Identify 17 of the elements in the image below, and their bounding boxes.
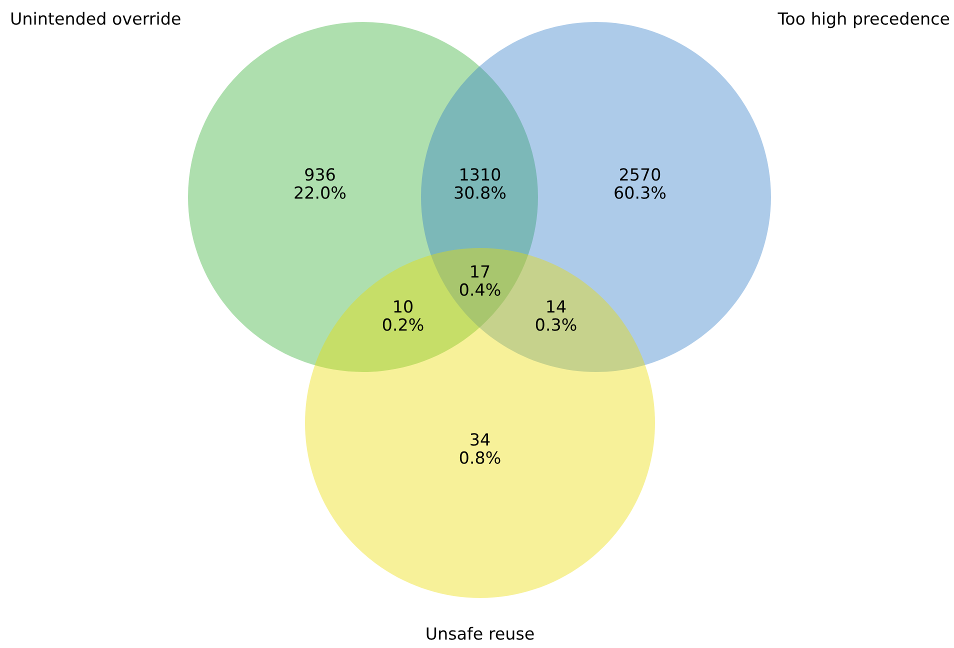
data-label: 17 [471,265,490,278]
data-label: 2570 [620,168,660,181]
text: 0.2% [382,318,424,331]
text: Unsafe reuse [426,626,534,640]
text: 30.8% [454,186,506,199]
data-label: 14 [547,300,566,313]
text: 0.4% [460,283,500,296]
text: 22.0% [294,186,346,199]
text: 60.3% [614,186,666,199]
data-label: 936 [305,168,335,181]
text: 0.8% [460,451,500,464]
text: Too high precedence [778,12,950,28]
data-label: 1310 [460,168,500,181]
text: 0.3% [536,318,576,331]
text: Unintended override [11,12,180,25]
data-label: 10 [394,300,412,313]
data-label: 34 [470,433,490,446]
